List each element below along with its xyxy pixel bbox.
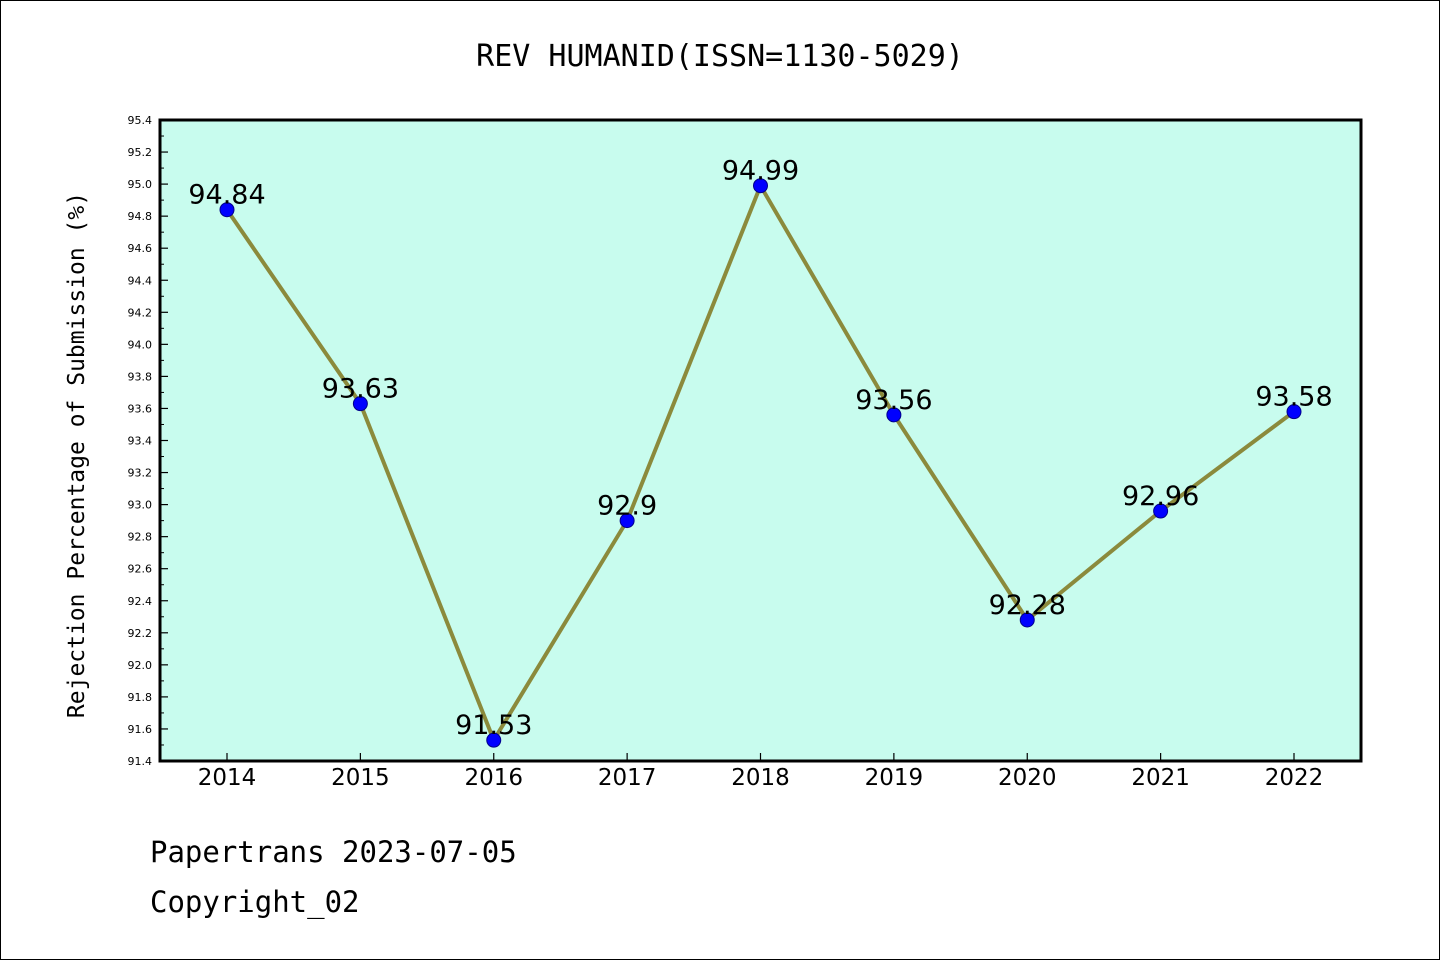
data-point — [486, 732, 502, 748]
footer-copyright: Copyright_02 — [150, 885, 360, 919]
y-tick-label: 94.6 — [128, 242, 153, 255]
y-tick-label: 91.8 — [128, 691, 153, 704]
data-label: 92.9 — [597, 491, 657, 522]
x-tick-label: 2020 — [998, 765, 1057, 791]
plot-area — [158, 118, 1363, 763]
data-point — [352, 396, 368, 412]
y-tick-label: 92.4 — [128, 595, 153, 608]
y-tick-label: 92.0 — [128, 659, 153, 672]
y-tick-label: 94.4 — [128, 274, 153, 287]
data-point — [619, 513, 635, 529]
data-labels: 94.84 93.63 91.53 92.9 94.99 93.56 92.28 92.96 9… — [188, 156, 1332, 741]
chart-title: REV HUMANID(ISSN=1130-5029) — [476, 39, 964, 74]
y-tick-label: 92.2 — [128, 627, 153, 640]
y-tick-label: 93.6 — [128, 402, 153, 415]
x-tick-label: 2017 — [598, 765, 657, 791]
data-label: 91.53 — [455, 710, 532, 741]
data-point — [753, 178, 768, 194]
y-tick-label: 93.4 — [128, 435, 153, 448]
series — [219, 178, 1302, 748]
y-tick-label: 95.0 — [128, 178, 153, 191]
x-tick-label: 2015 — [331, 765, 390, 791]
y-tick-label: 93.0 — [128, 499, 153, 512]
y-tick-label: 93.2 — [128, 467, 153, 480]
data-label: 94.99 — [722, 156, 799, 187]
y-tick-label: 95.2 — [128, 146, 153, 159]
x-tick-label: 2016 — [464, 765, 523, 791]
y-axis-label: Rejection Percentage of Submission (%) — [64, 192, 90, 718]
y-tick-label: 94.8 — [128, 210, 153, 223]
data-point — [1153, 503, 1169, 519]
x-tick-label: 2021 — [1131, 765, 1190, 791]
x-tick-label: 2022 — [1265, 765, 1324, 791]
data-point — [886, 407, 902, 423]
data-label: 92.96 — [1122, 481, 1199, 512]
y-tick-label: 94.2 — [128, 306, 153, 319]
y-tick-label: 92.8 — [128, 531, 153, 544]
y-tick-label: 95.4 — [128, 114, 153, 127]
x-tick-label: 2018 — [731, 765, 790, 791]
data-label: 93.58 — [1255, 382, 1332, 413]
y-tick-label: 92.6 — [128, 563, 153, 576]
data-label: 93.63 — [322, 374, 399, 405]
y-tick-label: 91.4 — [128, 755, 153, 768]
x-tick-label: 2019 — [865, 765, 924, 791]
footer-date: Papertrans 2023-07-05 — [150, 835, 517, 869]
y-tick-label: 94.0 — [128, 338, 153, 351]
data-point — [219, 202, 235, 218]
y-tick-label: 91.6 — [128, 723, 153, 736]
x-tick-label: 2014 — [198, 765, 257, 791]
y-tick-label: 93.8 — [128, 370, 153, 383]
data-point — [1019, 612, 1035, 628]
data-label: 94.84 — [188, 180, 265, 211]
data-point — [1286, 404, 1302, 420]
y-axis: 91.4 91.6 91.8 92.0 92.2 92.4 92.6 92.8 93.0 93.2… — [128, 114, 168, 768]
x-axis: 2014 2015 2016 2017 2018 2019 2020 2021 2022 — [198, 753, 1324, 791]
data-label: 92.28 — [989, 590, 1066, 621]
data-label: 93.56 — [855, 385, 932, 416]
